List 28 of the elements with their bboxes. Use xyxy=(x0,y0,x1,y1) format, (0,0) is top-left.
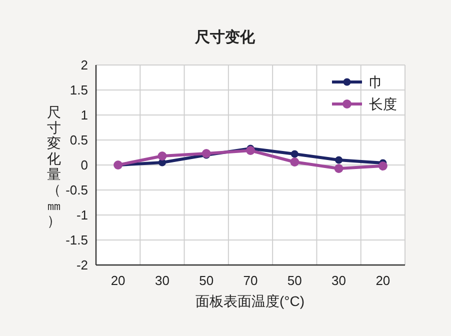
point xyxy=(378,162,388,170)
y-tick-label: 2 xyxy=(80,58,88,72)
point xyxy=(334,156,343,164)
chart-title: 尺寸变化 xyxy=(194,28,256,46)
point xyxy=(290,158,300,166)
point xyxy=(158,152,167,160)
y-axis-title: 尺寸変化量（㎜） xyxy=(47,104,61,228)
x-tick-label: 70 xyxy=(243,273,258,288)
y-tick-label: -1 xyxy=(76,208,88,222)
x-tick-label: 30 xyxy=(154,273,170,288)
y-tick-label: -2 xyxy=(76,258,88,272)
y-tick-label: 1 xyxy=(80,108,88,122)
y-tick-label: 0.5 xyxy=(70,132,88,148)
legend-label: 巾 xyxy=(369,74,383,90)
point xyxy=(290,150,298,158)
y-tick-label: 1.5 xyxy=(70,82,88,98)
x-tick-label: 50 xyxy=(199,273,214,288)
point xyxy=(334,164,344,173)
legend-label: 长度 xyxy=(369,96,397,112)
x-tick-label: 30 xyxy=(332,273,346,288)
point xyxy=(246,146,255,155)
y-tick-label: -1.5 xyxy=(66,232,88,248)
x-tick-label: 50 xyxy=(287,273,302,288)
y-tick-label: 0 xyxy=(80,158,88,172)
x-axis-title: 面板表面温度(°C) xyxy=(195,293,305,309)
x-tick-label: 20 xyxy=(110,273,126,288)
y-tick-label: -0.5 xyxy=(66,182,88,198)
x-tick-label: 20 xyxy=(376,273,390,288)
